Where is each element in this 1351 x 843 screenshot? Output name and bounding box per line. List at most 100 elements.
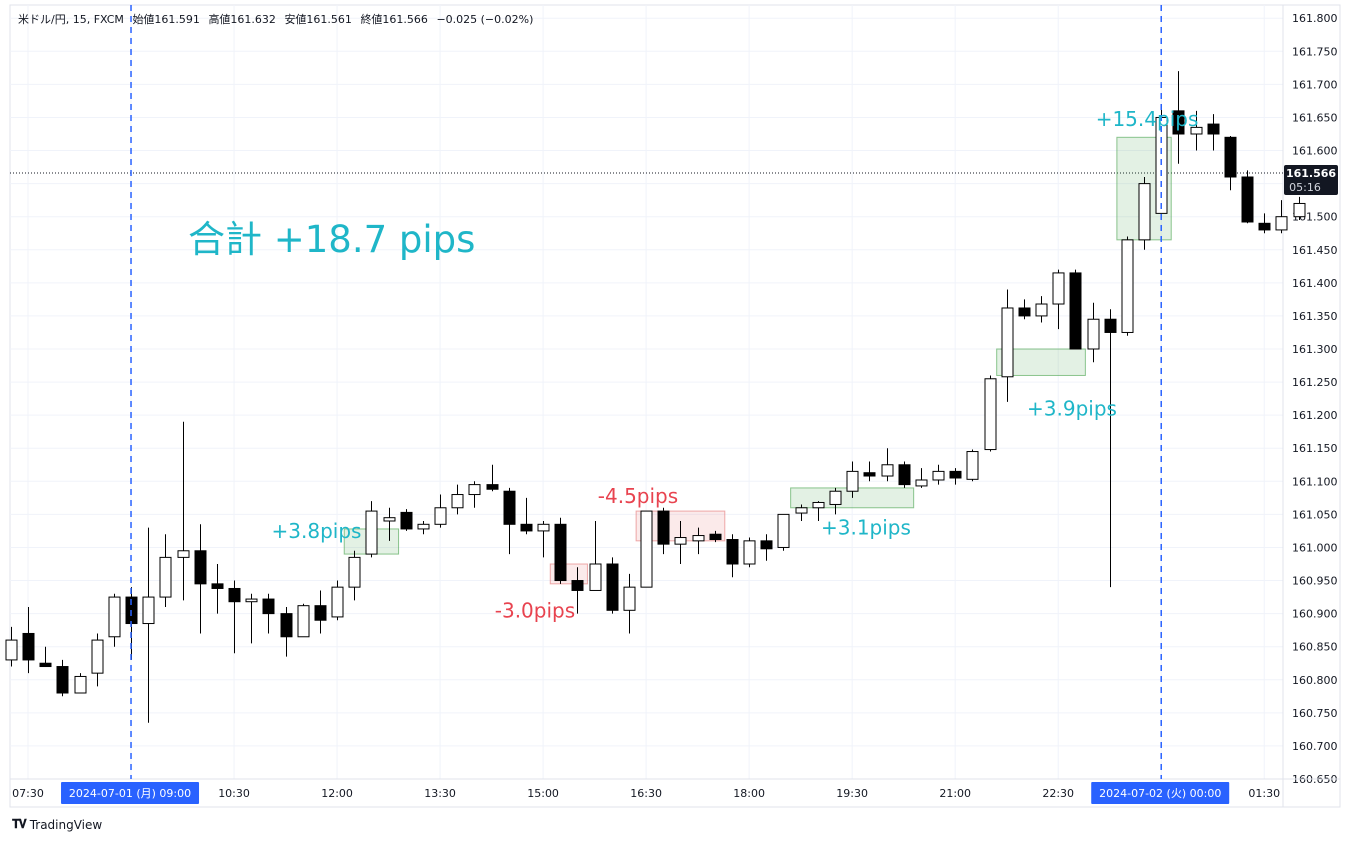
y-tick-label: 160.700 — [1292, 740, 1338, 753]
candle-body[interactable] — [812, 501, 825, 509]
candle-body[interactable] — [1190, 126, 1203, 135]
y-tick-label: 161.250 — [1292, 376, 1338, 389]
candle-body[interactable] — [1258, 222, 1271, 231]
candle-body[interactable] — [1293, 202, 1306, 218]
candle-body[interactable] — [932, 470, 945, 481]
candle-body[interactable] — [194, 550, 207, 585]
candle-body[interactable] — [881, 464, 894, 477]
candle-body[interactable] — [1172, 110, 1185, 135]
candle-body[interactable] — [1001, 307, 1014, 378]
x-tick-label: 21:00 — [939, 787, 971, 800]
candle-body[interactable] — [915, 479, 928, 487]
candle-body[interactable] — [39, 662, 52, 668]
candle-body[interactable] — [863, 472, 876, 477]
candle-body[interactable] — [486, 484, 499, 490]
candle-body[interactable] — [777, 513, 790, 548]
last-price-label: 161.566 — [1286, 167, 1336, 180]
candle-body[interactable] — [245, 598, 258, 603]
candle-body[interactable] — [74, 675, 87, 694]
candle-body[interactable] — [228, 587, 241, 603]
candle-body[interactable] — [177, 550, 190, 558]
last-price-badge — [1284, 165, 1338, 196]
candle-body[interactable] — [56, 666, 69, 694]
candle-body[interactable] — [434, 507, 447, 525]
candle-body[interactable] — [22, 632, 35, 661]
candle-body[interactable] — [159, 556, 172, 598]
loss-pips-label: -4.5pips — [598, 484, 678, 508]
candle-body[interactable] — [400, 511, 413, 530]
candle-body[interactable] — [280, 613, 293, 638]
x-tick-label: 18:00 — [733, 787, 765, 800]
candle-body[interactable] — [417, 523, 430, 530]
candle-body[interactable] — [262, 598, 275, 615]
candle-body[interactable] — [1121, 239, 1134, 333]
candle-body[interactable] — [829, 490, 842, 505]
y-tick-label: 161.300 — [1292, 343, 1338, 356]
candle-body[interactable] — [348, 556, 361, 588]
candle-body[interactable] — [142, 596, 155, 625]
candle-body[interactable] — [1052, 272, 1065, 305]
candle-body[interactable] — [743, 540, 756, 565]
date-badge — [61, 782, 200, 804]
candle-body[interactable] — [949, 470, 962, 479]
y-tick-label: 161.400 — [1292, 277, 1338, 290]
candle-body[interactable] — [520, 523, 533, 532]
candle-body[interactable] — [1035, 303, 1048, 317]
candle-body[interactable] — [503, 490, 516, 525]
candle-body[interactable] — [1241, 176, 1254, 223]
candle-body[interactable] — [451, 494, 464, 509]
symbol-name[interactable]: 米ドル/円, 15, FXCM — [18, 13, 124, 26]
date-badge — [1091, 782, 1230, 804]
candle-body[interactable] — [211, 583, 224, 589]
candle-body[interactable] — [1087, 318, 1100, 350]
tradingview-brand[interactable]: 𝐓𝐕 TradingView — [12, 817, 102, 832]
x-tick-label: 10:30 — [218, 787, 250, 800]
candle-body[interactable] — [365, 510, 378, 555]
y-tick-label: 161.600 — [1292, 145, 1338, 158]
candle-body[interactable] — [692, 535, 705, 542]
gain-pips-label: +15.4pips — [1096, 107, 1199, 131]
x-tick-label: 16:30 — [630, 787, 662, 800]
candle-body[interactable] — [571, 580, 584, 591]
candle-body[interactable] — [383, 517, 396, 522]
candle-body[interactable] — [108, 596, 121, 638]
brand-name: TradingView — [29, 817, 103, 832]
candle-body[interactable] — [5, 639, 18, 661]
candle-body[interactable] — [846, 470, 859, 492]
candle-body[interactable] — [760, 540, 773, 550]
candle-body[interactable] — [898, 464, 911, 486]
gain-pips-label: +3.1pips — [821, 516, 911, 540]
candle-body[interactable] — [1069, 272, 1082, 350]
candle-body[interactable] — [640, 510, 653, 588]
candle-body[interactable] — [314, 605, 327, 621]
candle-body[interactable] — [331, 586, 344, 618]
candle-body[interactable] — [589, 563, 602, 591]
candle-body[interactable] — [795, 507, 808, 514]
plot-frame — [9, 4, 1341, 808]
y-tick-label: 161.700 — [1292, 78, 1338, 91]
candle-body[interactable] — [623, 586, 636, 611]
candle-body[interactable] — [468, 484, 481, 496]
x-tick-label: 22:30 — [1042, 787, 1074, 800]
candle-body[interactable] — [1224, 136, 1237, 178]
y-tick-label: 160.800 — [1292, 674, 1338, 687]
candle-body[interactable] — [709, 533, 722, 541]
candle-body[interactable] — [606, 563, 619, 611]
candle-body[interactable] — [966, 451, 979, 480]
candle-body[interactable] — [1138, 183, 1151, 241]
candle-body[interactable] — [1018, 307, 1031, 317]
candle-body[interactable] — [537, 523, 550, 532]
symbol-header: 米ドル/円, 15, FXCM 始値161.591 高値161.632 安値16… — [18, 11, 538, 27]
candle-body[interactable] — [657, 510, 670, 545]
candle-body[interactable] — [1275, 216, 1288, 231]
x-tick-label: 15:00 — [527, 787, 559, 800]
candle-body[interactable] — [554, 523, 567, 582]
candle-body[interactable] — [984, 378, 997, 451]
candle-body[interactable] — [674, 537, 687, 545]
candle-body[interactable] — [1104, 318, 1117, 333]
candle-body[interactable] — [1207, 123, 1220, 135]
candle-body[interactable] — [91, 639, 104, 674]
candle-body[interactable] — [297, 605, 310, 638]
candle-body[interactable] — [726, 539, 739, 565]
